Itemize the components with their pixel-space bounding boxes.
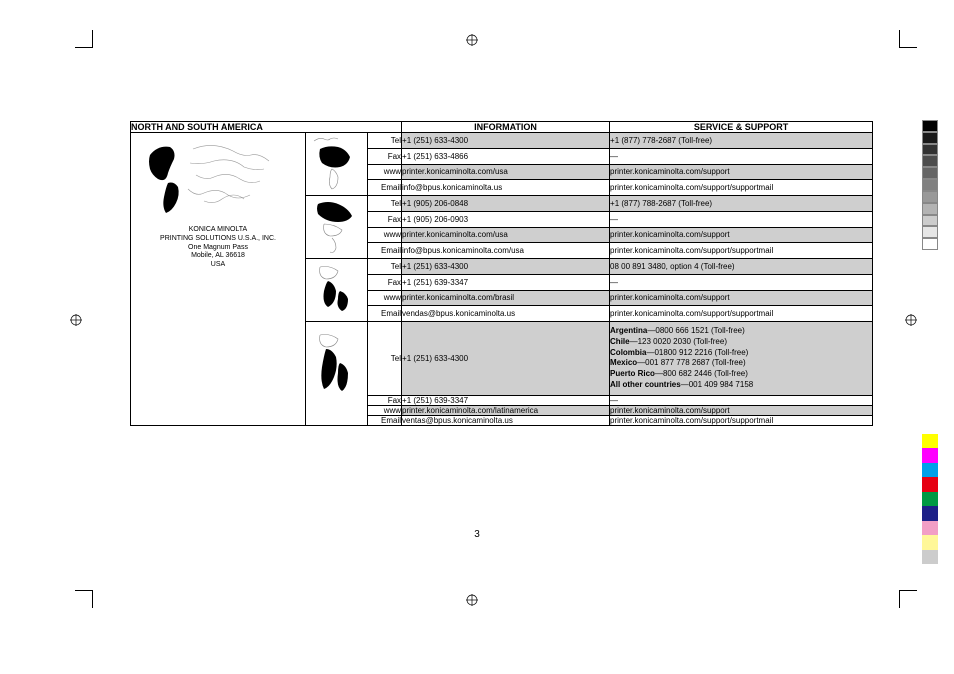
service-cell: +1 (877) 788-2687 (Toll-free) <box>610 196 873 212</box>
service-cell: printer.konicaminolta.com/support/suppor… <box>610 306 873 322</box>
service-cell: printer.konicaminolta.com/support/suppor… <box>610 180 873 196</box>
service-cell: printer.konicaminolta.com/support <box>610 227 873 243</box>
registration-mark <box>905 314 917 326</box>
region-title: NORTH AND SOUTH AMERICA <box>131 122 402 133</box>
table-row: KONICA MINOLTA PRINTING SOLUTIONS U.S.A.… <box>131 133 873 149</box>
col-service-header: SERVICE & SUPPORT <box>610 122 873 133</box>
col-info-header: INFORMATION <box>402 122 610 133</box>
info-cell: +1 (251) 633-4866 <box>402 148 610 164</box>
info-cell: printer.konicaminolta.com/usa <box>402 227 610 243</box>
registration-mark <box>466 594 478 606</box>
region-map-brasil <box>306 259 368 322</box>
crop-mark <box>899 590 917 608</box>
info-cell: +1 (251) 639-3347 <box>402 395 610 405</box>
info-cell: +1 (251) 633-4300 <box>402 133 610 149</box>
crop-mark <box>75 30 93 48</box>
info-cell: vendas@bpus.konicaminolta.us <box>402 306 610 322</box>
info-cell: +1 (251) 639-3347 <box>402 274 610 290</box>
service-cell-latam: Argentina—0800 666 1521 (Toll-free)Chile… <box>610 322 873 396</box>
info-cell: ventas@bpus.konicaminolta.us <box>402 415 610 425</box>
service-cell: printer.konicaminolta.com/support <box>610 405 873 415</box>
row-label-www: www <box>368 290 402 306</box>
row-label-fax: Fax <box>368 148 402 164</box>
info-cell: info@bpus.konicaminolta.us <box>402 180 610 196</box>
service-cell: printer.konicaminolta.com/support/suppor… <box>610 243 873 259</box>
info-cell: +1 (251) 633-4300 <box>402 259 610 275</box>
row-label-fax: Fax <box>368 211 402 227</box>
row-label-www: www <box>368 164 402 180</box>
info-cell: +1 (251) 633-4300 <box>402 322 610 396</box>
table-header-row: NORTH AND SOUTH AMERICA INFORMATION SERV… <box>131 122 873 133</box>
service-cell: — <box>610 211 873 227</box>
row-label-tel: Tel <box>368 196 402 212</box>
row-label-email: Email <box>368 415 402 425</box>
info-cell: printer.konicaminolta.com/latinamerica <box>402 405 610 415</box>
row-label-tel: Tel <box>368 259 402 275</box>
region-map-usa <box>306 133 368 196</box>
company-text: KONICA MINOLTA PRINTING SOLUTIONS U.S.A.… <box>131 226 305 270</box>
row-label-email: Email <box>368 243 402 259</box>
row-label-www: www <box>368 405 402 415</box>
grayscale-calibration-strip <box>922 120 938 250</box>
world-map-icon <box>138 135 298 220</box>
row-label-www: www <box>368 227 402 243</box>
color-calibration-strip <box>922 434 938 564</box>
registration-mark <box>466 34 478 46</box>
service-cell: — <box>610 148 873 164</box>
company-block: KONICA MINOLTA PRINTING SOLUTIONS U.S.A.… <box>131 133 306 426</box>
region-map-canada <box>306 196 368 259</box>
row-label-email: Email <box>368 306 402 322</box>
registration-mark <box>70 314 82 326</box>
row-label-tel: Tel <box>368 322 402 396</box>
info-cell: printer.konicaminolta.com/usa <box>402 164 610 180</box>
info-cell: info@bpus.konicaminolta.com/usa <box>402 243 610 259</box>
service-cell: — <box>610 274 873 290</box>
row-label-email: Email <box>368 180 402 196</box>
row-label-fax: Fax <box>368 395 402 405</box>
service-cell: — <box>610 395 873 405</box>
service-cell: +1 (877) 778-2687 (Toll-free) <box>610 133 873 149</box>
region-map-latinamerica <box>306 322 368 426</box>
service-cell: 08 00 891 3480, option 4 (Toll-free) <box>610 259 873 275</box>
page-content: NORTH AND SOUTH AMERICA INFORMATION SERV… <box>130 121 872 426</box>
info-cell: printer.konicaminolta.com/brasil <box>402 290 610 306</box>
info-cell: +1 (905) 206-0848 <box>402 196 610 212</box>
info-cell: +1 (905) 206-0903 <box>402 211 610 227</box>
crop-mark <box>899 30 917 48</box>
service-cell: printer.konicaminolta.com/support/suppor… <box>610 415 873 425</box>
row-label-tel: Tel <box>368 133 402 149</box>
service-cell: printer.konicaminolta.com/support <box>610 164 873 180</box>
contact-table: NORTH AND SOUTH AMERICA INFORMATION SERV… <box>130 121 873 426</box>
row-label-fax: Fax <box>368 274 402 290</box>
crop-mark <box>75 590 93 608</box>
service-cell: printer.konicaminolta.com/support <box>610 290 873 306</box>
page-number: 3 <box>474 529 480 540</box>
